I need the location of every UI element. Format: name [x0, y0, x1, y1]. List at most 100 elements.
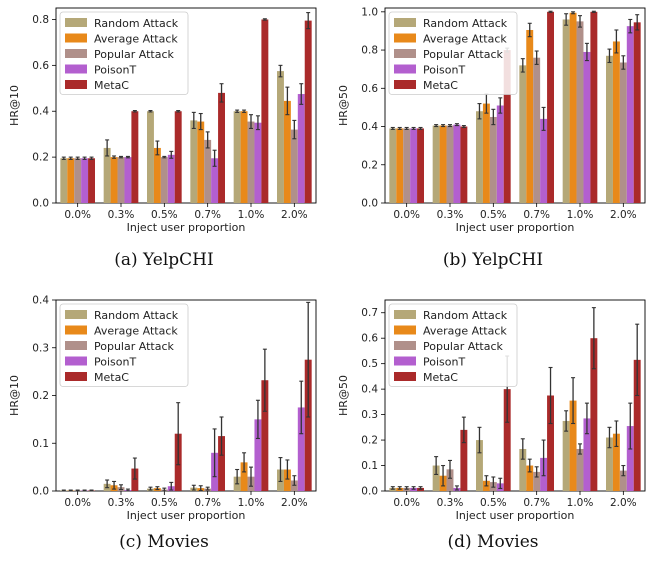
- y-tick-label: 0.1: [32, 438, 49, 450]
- y-tick-label: 0.2: [32, 390, 49, 402]
- legend-label: PoisonT: [94, 64, 136, 77]
- y-tick-label: 0.3: [32, 342, 49, 354]
- bar: [490, 117, 497, 203]
- bar: [453, 125, 460, 203]
- bar: [241, 111, 248, 203]
- caption-c: (c) Movies: [0, 532, 328, 552]
- legend-label: Average Attack: [423, 33, 507, 46]
- caption-b: (b) YelpCHI: [329, 250, 657, 270]
- bar: [627, 26, 634, 203]
- x-tick-label: 1.0%: [567, 497, 594, 509]
- x-tick-label: 0.3%: [437, 209, 464, 221]
- bar: [417, 128, 424, 203]
- legend-label: Random Attack: [94, 17, 179, 30]
- bar: [440, 126, 447, 203]
- legend-label: PoisonT: [94, 356, 136, 369]
- y-tick-label: 0.7: [361, 307, 378, 319]
- bar: [261, 19, 268, 203]
- legend-label: Average Attack: [94, 33, 178, 46]
- x-tick-label: 0.0%: [393, 209, 420, 221]
- x-tick-label: 0.3%: [108, 497, 135, 509]
- x-axis-label: Inject user proportion: [127, 221, 246, 234]
- legend-swatch: [394, 34, 416, 43]
- legend-swatch: [65, 18, 87, 27]
- y-tick-label: 1.0: [361, 6, 378, 18]
- bar: [218, 93, 225, 203]
- legend-label: MetaC: [423, 79, 458, 92]
- y-tick-label: 0.4: [361, 384, 378, 396]
- x-axis-label: Inject user proportion: [127, 509, 246, 522]
- bar: [124, 157, 131, 203]
- chart-panel-0: 0.00.20.40.60.80.0%0.3%0.5%0.7%1.0%2.0%I…: [8, 8, 316, 234]
- x-tick-label: 0.7%: [523, 497, 550, 509]
- bar: [111, 157, 118, 203]
- bar: [634, 22, 641, 203]
- y-tick-label: 0.4: [32, 295, 49, 307]
- bar: [483, 104, 490, 203]
- bar: [577, 449, 584, 491]
- legend-label: Popular Attack: [423, 48, 503, 61]
- bar: [161, 157, 168, 203]
- legend-swatch: [394, 18, 416, 27]
- y-tick-label: 0.6: [361, 333, 378, 345]
- bar: [88, 158, 95, 203]
- bar: [234, 111, 241, 203]
- bar: [533, 58, 540, 203]
- y-tick-label: 0.0: [361, 198, 378, 210]
- y-tick-label: 0.6: [32, 60, 49, 72]
- bar: [81, 158, 88, 203]
- legend-swatch: [65, 49, 87, 58]
- bar: [248, 122, 255, 203]
- x-tick-label: 0.0%: [64, 209, 91, 221]
- bar: [60, 158, 67, 203]
- caption-d: (d) Movies: [329, 532, 657, 552]
- bar: [547, 12, 554, 203]
- legend-label: MetaC: [94, 79, 129, 92]
- chart-panel-3: 0.00.10.20.30.40.50.60.70.0%0.3%0.5%0.7%…: [337, 300, 645, 522]
- legend-swatch: [394, 310, 416, 319]
- bar: [204, 140, 211, 203]
- legend-label: Popular Attack: [94, 340, 174, 353]
- bar: [175, 111, 182, 203]
- legend-label: PoisonT: [423, 356, 465, 369]
- x-tick-label: 0.0%: [393, 497, 420, 509]
- x-tick-label: 1.0%: [567, 209, 594, 221]
- bar: [291, 130, 298, 203]
- legend-label: Random Attack: [423, 309, 508, 322]
- x-tick-label: 2.0%: [610, 497, 637, 509]
- legend-label: Random Attack: [423, 17, 508, 30]
- y-tick-label: 0.2: [361, 159, 378, 171]
- bar: [583, 52, 590, 203]
- bar: [154, 148, 161, 203]
- chart-panel-2: 0.00.10.20.30.40.0%0.3%0.5%0.7%1.0%2.0%I…: [8, 295, 316, 523]
- x-tick-label: 0.5%: [151, 209, 178, 221]
- bar: [476, 111, 483, 203]
- x-tick-label: 0.7%: [523, 209, 550, 221]
- bar: [389, 128, 396, 203]
- y-tick-label: 0.4: [361, 121, 378, 133]
- x-tick-label: 0.7%: [194, 497, 221, 509]
- legend-swatch: [65, 326, 87, 335]
- x-tick-label: 1.0%: [238, 209, 265, 221]
- legend-swatch: [394, 65, 416, 74]
- x-tick-label: 0.3%: [437, 497, 464, 509]
- bar: [460, 127, 467, 203]
- x-tick-label: 0.5%: [480, 497, 507, 509]
- y-tick-label: 0.2: [361, 435, 378, 447]
- y-axis-label: HR@50: [337, 375, 350, 416]
- bar: [74, 158, 81, 203]
- bar: [519, 65, 526, 203]
- legend-label: Popular Attack: [423, 340, 503, 353]
- legend-swatch: [394, 372, 416, 381]
- x-tick-label: 2.0%: [610, 209, 637, 221]
- bar: [410, 128, 417, 203]
- x-tick-label: 0.7%: [194, 209, 221, 221]
- legend-swatch: [65, 65, 87, 74]
- x-tick-label: 0.3%: [108, 209, 135, 221]
- bar: [620, 62, 627, 203]
- legend-label: Average Attack: [94, 325, 178, 338]
- x-axis-label: Inject user proportion: [456, 221, 575, 234]
- bar: [563, 19, 570, 203]
- caption-a: (a) YelpCHI: [0, 250, 328, 270]
